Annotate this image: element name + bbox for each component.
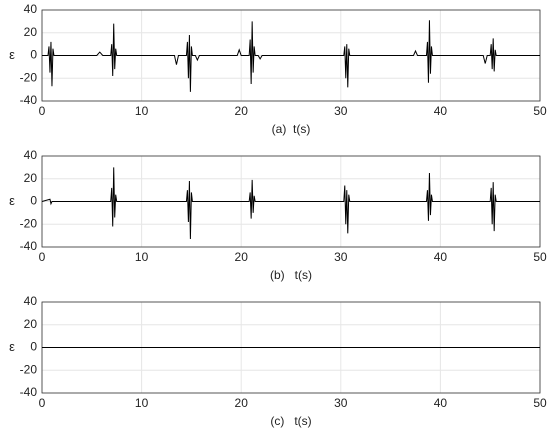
x-tick-label: 50 <box>533 104 547 118</box>
x-tick-label: 20 <box>235 104 249 118</box>
x-axis-label: (b) t(s) <box>270 268 312 282</box>
x-axis-label: (a) t(s) <box>272 122 311 136</box>
y-tick-label: -20 <box>20 362 38 376</box>
x-tick-label: 20 <box>235 250 249 264</box>
x-tick-label: 20 <box>235 396 249 410</box>
y-tick-label: -40 <box>20 239 38 253</box>
x-tick-label: 40 <box>434 396 448 410</box>
y-axis-label: ε <box>9 193 15 208</box>
signal-line <box>42 20 540 92</box>
x-tick-label: 0 <box>39 104 46 118</box>
x-tick-label: 10 <box>135 250 149 264</box>
y-tick-label: 0 <box>30 48 37 62</box>
y-axis-label: ε <box>9 339 15 354</box>
y-tick-label: -40 <box>20 385 38 399</box>
y-tick-label: 40 <box>24 148 38 162</box>
y-axis-label: ε <box>9 47 15 62</box>
x-axis-label: (c) t(s) <box>270 414 311 428</box>
y-tick-label: 20 <box>24 317 38 331</box>
x-tick-label: 40 <box>434 250 448 264</box>
y-tick-label: -20 <box>20 216 38 230</box>
x-tick-label: 10 <box>135 396 149 410</box>
x-tick-label: 50 <box>533 250 547 264</box>
y-tick-label: 0 <box>30 194 37 208</box>
x-tick-label: 50 <box>533 396 547 410</box>
y-tick-label: 20 <box>24 25 38 39</box>
x-tick-label: 0 <box>39 396 46 410</box>
y-tick-label: -40 <box>20 93 38 107</box>
y-tick-label: -20 <box>20 70 38 84</box>
x-tick-label: 10 <box>135 104 149 118</box>
x-tick-label: 40 <box>434 104 448 118</box>
y-tick-label: 40 <box>24 2 38 16</box>
x-tick-label: 30 <box>334 396 348 410</box>
y-tick-label: 20 <box>24 171 38 185</box>
x-tick-label: 0 <box>39 250 46 264</box>
x-tick-label: 30 <box>334 104 348 118</box>
signal-line <box>41 167 540 240</box>
y-tick-label: 40 <box>24 294 38 308</box>
y-tick-label: 0 <box>30 340 37 354</box>
x-tick-label: 30 <box>334 250 348 264</box>
